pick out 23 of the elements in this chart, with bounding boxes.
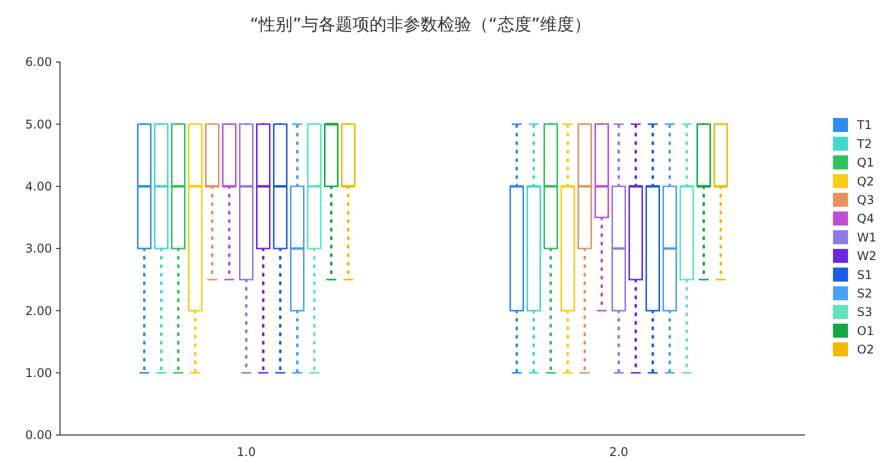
x-tick-label: 2.0	[609, 445, 628, 459]
y-tick-label: 4.00	[25, 180, 52, 194]
legend-label: O1	[857, 324, 874, 338]
chart-title: “性别”与各题项的非参数检验（“态度”维度）	[250, 15, 592, 35]
legend-label: W1	[857, 230, 876, 244]
legend-label: Q1	[857, 156, 874, 170]
legend-label: Q2	[857, 174, 874, 188]
legend-label: S1	[857, 268, 872, 282]
legend-label: S3	[857, 305, 872, 320]
legend-label: Q4	[857, 212, 874, 226]
y-tick-label: 3.00	[25, 242, 52, 256]
y-tick-label: 6.00	[25, 55, 52, 70]
legend-label: T1	[856, 118, 872, 132]
legend-label: T2	[856, 136, 872, 151]
legend-label: W2	[857, 249, 876, 264]
legend-label: Q3	[857, 193, 874, 207]
y-tick-label: 0.00	[25, 428, 52, 442]
x-tick-label: 1.0	[236, 445, 256, 459]
y-tick-label: 2.00	[25, 304, 52, 318]
legend-label: S2	[857, 286, 872, 300]
y-tick-label: 5.00	[25, 117, 52, 132]
legend-label: O2	[857, 342, 874, 357]
y-tick-label: 1.00	[25, 366, 52, 380]
